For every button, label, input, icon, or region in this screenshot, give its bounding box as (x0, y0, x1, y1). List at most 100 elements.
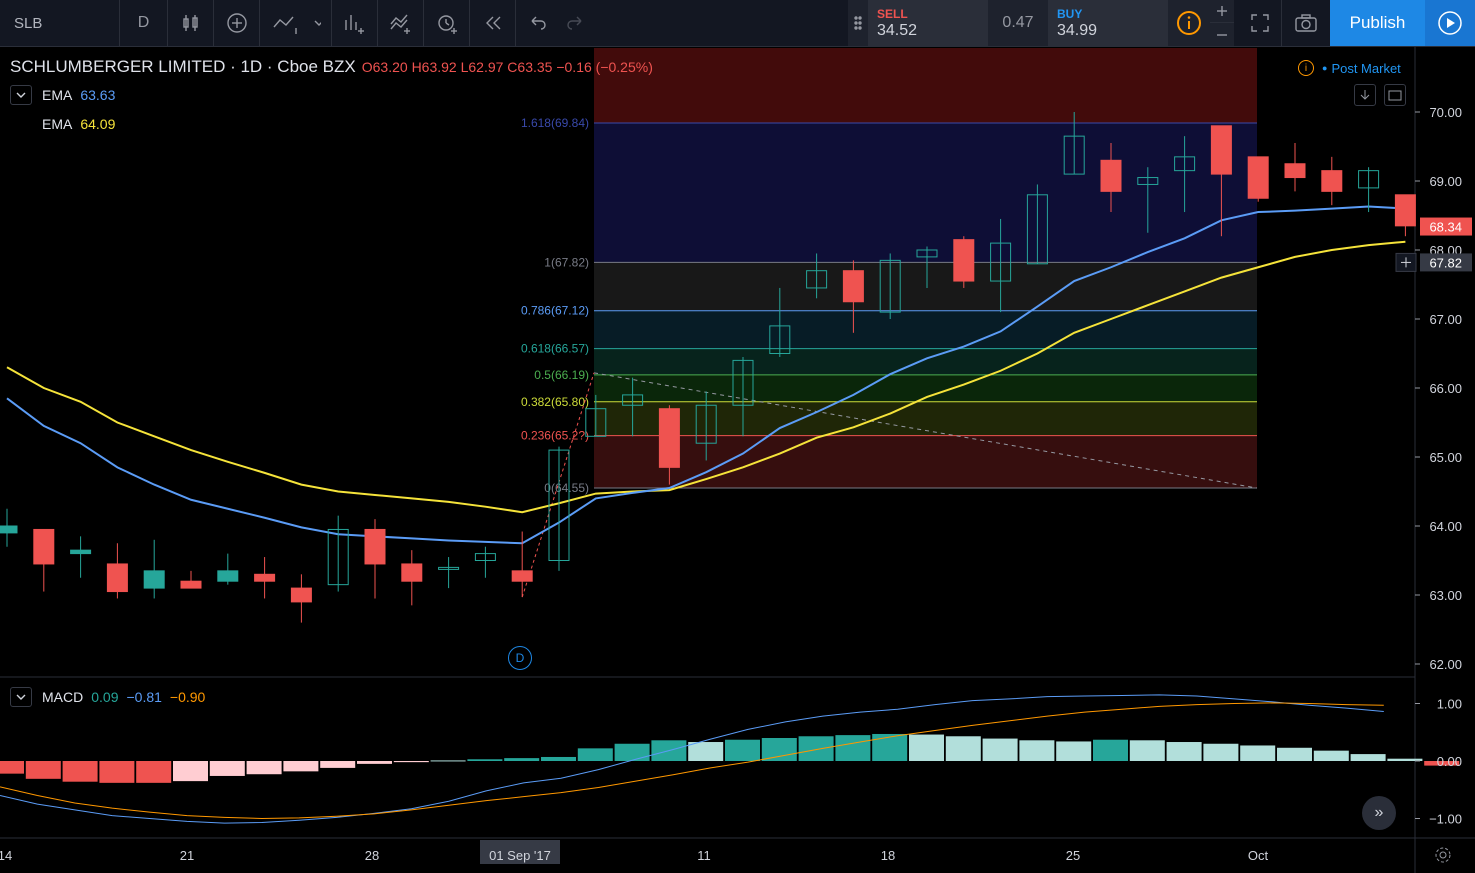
chart-canvas[interactable]: 1.618(69.84) 1(67.82) 0.786(67.12) 0.618(66… (0, 46, 1475, 873)
indicators-icon[interactable] (260, 0, 332, 46)
top-toolbar: SLB D SELL 34.52 0.47 BUY 34.99 (0, 0, 1475, 47)
macd-tick-label: −1.00 (1429, 812, 1462, 827)
alert-icon[interactable] (424, 0, 470, 46)
candle-body (916, 249, 938, 258)
macd-histogram-bar (1424, 761, 1460, 766)
macd-legend[interactable]: MACD 0.09 −0.81 −0.90 (10, 686, 205, 708)
ema1-value: 63.63 (80, 87, 116, 103)
scroll-down-icon[interactable] (1354, 84, 1376, 106)
candle-body (254, 573, 276, 582)
crosshair-price-tag (1420, 253, 1472, 272)
ema-legend-1[interactable]: EMA 63.63 (10, 84, 115, 106)
post-market-dot-icon: ● (1322, 63, 1328, 73)
macd-histogram-bar (0, 761, 24, 774)
price-tick-label: 67.00 (1429, 312, 1462, 327)
redo-icon[interactable] (560, 0, 590, 46)
candle-body (953, 239, 975, 282)
candlestick-series (0, 112, 1416, 623)
macd-histogram-bar (1387, 758, 1423, 761)
ema-legend-2[interactable]: EMA 64.09 (42, 113, 115, 135)
compare-add-icon[interactable] (214, 0, 260, 46)
settings-gear-icon[interactable] (1432, 844, 1454, 866)
scroll-to-realtime-icon[interactable]: » (1362, 796, 1396, 830)
candle-body (1100, 159, 1122, 192)
undo-icon[interactable] (516, 0, 560, 46)
macd-histogram-bar (688, 742, 724, 761)
financials-icon[interactable] (332, 0, 378, 46)
chart-legend: SCHLUMBERGER LIMITED · 1D · Cboe BZX O63.… (10, 57, 653, 77)
candle-body (658, 408, 680, 468)
macd-histogram-bar (1056, 741, 1092, 761)
fib-zone (594, 435, 1257, 489)
macd-histogram-bar (1129, 740, 1165, 761)
candle-body (143, 570, 165, 589)
maximize-pane-icon[interactable] (1384, 84, 1406, 106)
drag-handle-icon[interactable] (848, 0, 868, 46)
candle-body (438, 566, 460, 570)
buy-price: 34.99 (1057, 22, 1098, 39)
collapse-macd-button[interactable] (10, 687, 32, 707)
last-price-tag (1420, 217, 1472, 236)
publish-button[interactable]: Publish (1330, 0, 1425, 46)
fib-zone (594, 348, 1257, 375)
symbol-search[interactable]: SLB (0, 0, 120, 46)
fib-level-label: 0.382(65.80) (521, 395, 589, 409)
interval-button[interactable]: D (120, 0, 168, 46)
ohlc-values: O63.20 H63.92 L62.97 C63.35 −0.16 (−0.25… (361, 59, 653, 75)
macd-line-value: −0.81 (126, 689, 162, 705)
symbol-title: SCHLUMBERGER LIMITED · 1D · Cboe BZX (10, 57, 356, 76)
macd-histogram-bar (136, 761, 172, 783)
collapse-legend-button[interactable] (10, 85, 32, 105)
macd-signal-value: −0.90 (169, 689, 206, 705)
buy-button[interactable]: BUY 34.99 (1048, 0, 1168, 46)
camera-icon[interactable] (1282, 0, 1330, 46)
macd-tick-label: 0.00 (1437, 754, 1462, 769)
fib-trendline (593, 372, 1258, 489)
fullscreen-icon[interactable] (1238, 0, 1282, 46)
macd-hist-value: 0.09 (91, 689, 119, 705)
zoom-plus-icon[interactable] (1210, 0, 1234, 23)
candle-body (1063, 135, 1085, 175)
time-tick-label: 14 (0, 848, 12, 863)
candle-body (879, 259, 901, 313)
crosshair-price-label: 67.82 (1429, 255, 1462, 270)
zoom-minus-icon[interactable] (1210, 23, 1234, 46)
fibonacci-retracement[interactable]: 1.618(69.84) 1(67.82) 0.786(67.12) 0.618(66… (521, 48, 1258, 598)
candle-body (70, 549, 92, 555)
candle-body (732, 359, 754, 406)
fib-zone (594, 310, 1257, 349)
candle-body (622, 394, 644, 406)
fib-level-label: 0.236(65.2?) (521, 429, 589, 443)
time-tick-label: 21 (180, 848, 194, 863)
replay-icon[interactable] (470, 0, 516, 46)
macd-line (0, 694, 1384, 824)
info-icon[interactable] (1168, 0, 1210, 46)
macd-histogram-bar (798, 736, 834, 761)
candle-body (806, 270, 828, 289)
macd-histogram-bar (1166, 742, 1202, 761)
fib-level-label: 0.618(66.57) (521, 342, 589, 356)
candle-body (990, 242, 1012, 282)
macd-histogram-bar (1350, 754, 1386, 761)
post-market-indicator[interactable]: i ● Post Market (1298, 60, 1401, 76)
candle-body (1026, 194, 1048, 265)
macd-histogram-bar (173, 761, 208, 782)
candle-body (585, 408, 607, 437)
price-tick-label: 66.00 (1429, 381, 1462, 396)
price-tick-label: 69.00 (1429, 174, 1462, 189)
chart-style-icon[interactable] (168, 0, 214, 46)
sell-button[interactable]: SELL 34.52 (868, 0, 988, 46)
sell-price: 34.52 (877, 22, 918, 39)
fib-level-label: 1.618(69.84) (521, 116, 589, 130)
macd-histogram-bar (99, 761, 135, 783)
candle-body (1137, 177, 1159, 185)
macd-histogram-bar (357, 761, 392, 764)
dividend-badge[interactable]: D (508, 646, 532, 670)
templates-icon[interactable] (378, 0, 424, 46)
candle-body (1358, 170, 1380, 189)
ema2-value: 64.09 (80, 116, 116, 132)
play-icon[interactable] (1425, 0, 1475, 46)
macd-histogram-bar (982, 738, 1018, 761)
candle-body (511, 570, 533, 582)
time-tick-label: 01 Sep '17 (489, 848, 551, 863)
